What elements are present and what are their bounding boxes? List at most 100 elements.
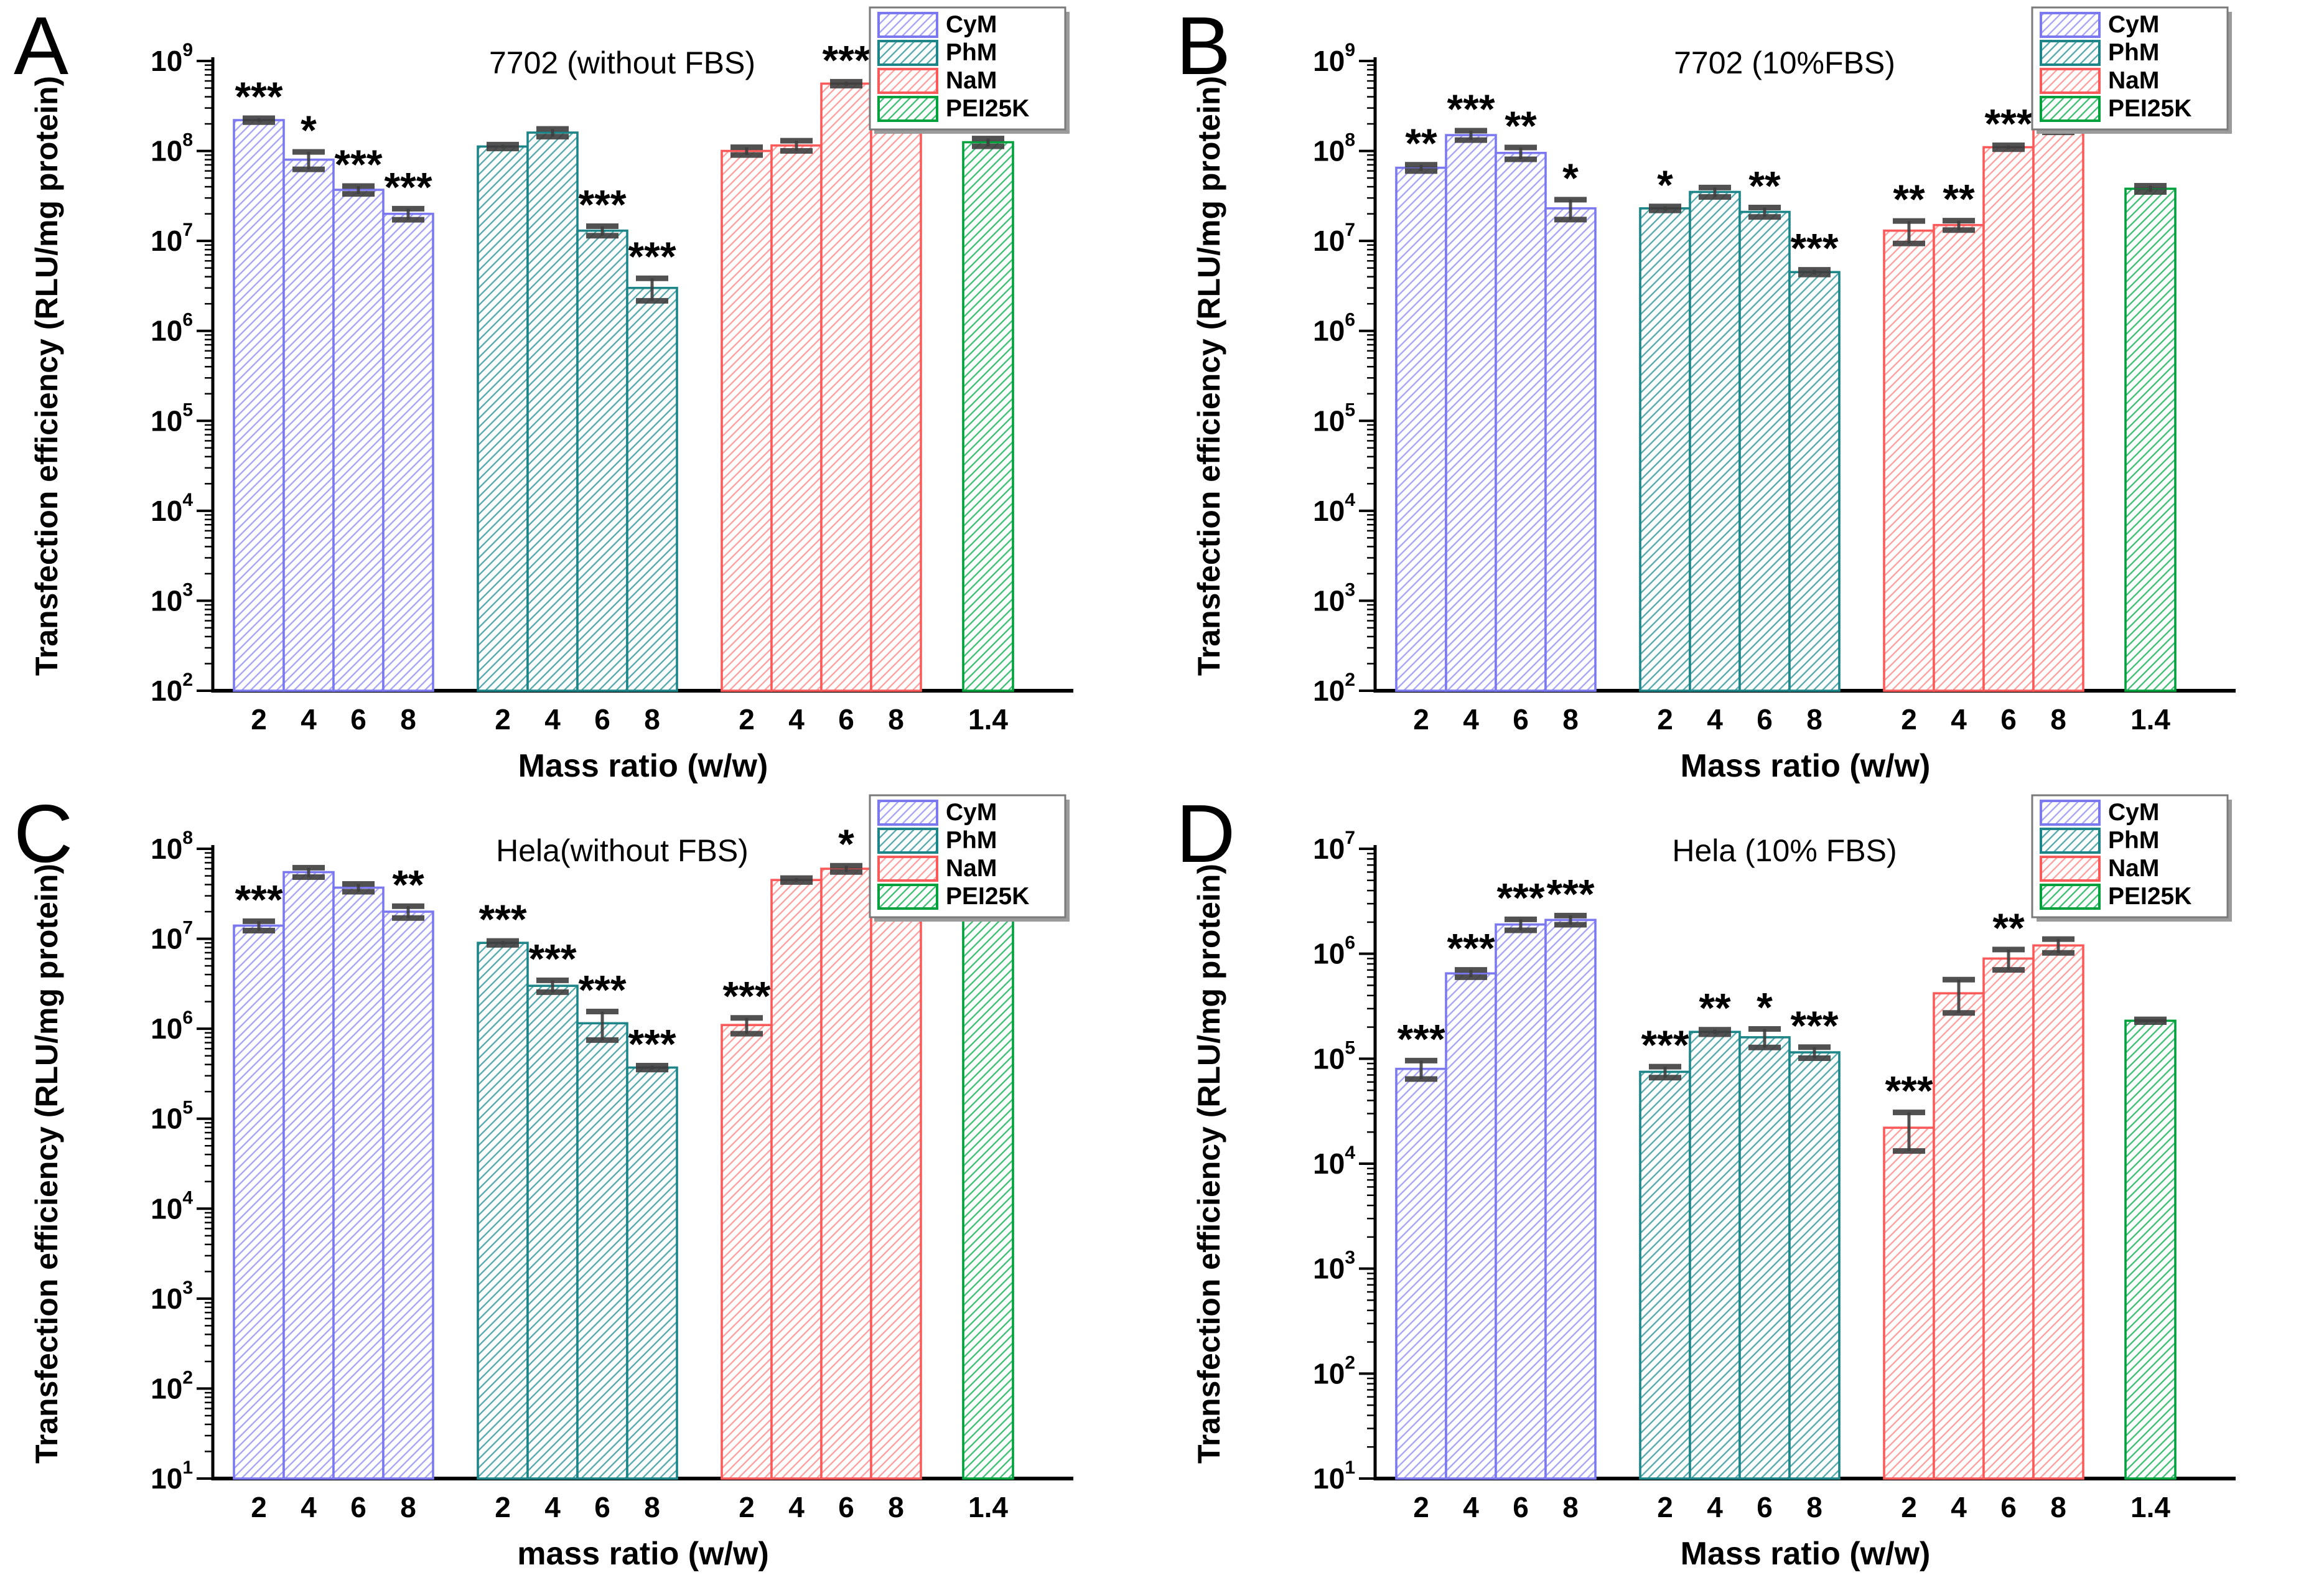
x-tick-label: 4 [544, 1491, 561, 1523]
bar-NaM-4 [772, 145, 821, 691]
significance-stars: *** [334, 141, 382, 187]
bar-NaM-8 [871, 88, 921, 691]
bar-PEI25K-1.4 [2126, 1021, 2175, 1479]
x-tick-label: 2 [1901, 1491, 1917, 1523]
significance-stars: *** [1641, 1022, 1689, 1068]
legend-swatch-CyM [879, 801, 937, 825]
y-tick-label: 104 [1313, 490, 1355, 527]
y-tick-label: 102 [1313, 670, 1355, 707]
x-tick-label: 1.4 [2130, 703, 2170, 736]
bar-PhM-8 [1790, 1052, 1839, 1479]
significance-stars: *** [1447, 925, 1495, 971]
y-tick-label: 101 [151, 1457, 193, 1495]
legend-label-PEI25K: PEI25K [2108, 883, 2191, 910]
legend-label-PEI25K: PEI25K [946, 883, 1029, 910]
bar-PhM-4 [1690, 192, 1740, 691]
significance-stars: ** [1699, 985, 1731, 1031]
significance-stars: * [1562, 155, 1579, 201]
y-tick-label: 106 [1313, 310, 1355, 347]
legend-swatch-border [2040, 96, 2101, 122]
x-tick-label: 2 [1901, 703, 1917, 736]
bar-NaM-6 [1984, 958, 2033, 1479]
x-tick-label: 2 [739, 703, 755, 736]
x-tick-label: 6 [1757, 703, 1773, 736]
significance-stars: ** [1505, 103, 1537, 149]
x-axis-label: Mass ratio (w/w) [518, 748, 768, 784]
legend-swatch-border [877, 68, 938, 94]
x-axis-label: Mass ratio (w/w) [1681, 748, 1931, 784]
legend-label-PEI25K: PEI25K [2108, 95, 2191, 122]
significance-stars: *** [1546, 871, 1594, 917]
legend-swatch-PEI25K [879, 885, 937, 909]
x-tick-label: 8 [644, 703, 660, 736]
y-tick-label: 108 [151, 130, 193, 167]
bar-NaM-8 [871, 866, 921, 1479]
bar-NaM-2 [722, 151, 772, 691]
x-tick-label: 2 [251, 703, 267, 736]
x-tick-label: 4 [1463, 1491, 1479, 1523]
panel-D: D 101 102 103 104 105 106 107 *** 2 *** 4 *** 6 *** 8 *… [1162, 788, 2324, 1575]
x-tick-label: 8 [1562, 1491, 1579, 1523]
y-tick-label: 109 [1313, 40, 1355, 77]
legend-swatch-border [877, 884, 938, 910]
bar-CyM-6 [1496, 152, 1546, 691]
bar-NaM-4 [1934, 225, 1984, 691]
y-tick-label: 104 [1313, 1143, 1355, 1180]
bar-NaM-8 [2033, 129, 2083, 691]
x-tick-label: 8 [400, 703, 416, 736]
significance-stars: ** [1748, 162, 1781, 208]
y-tick-label: 106 [151, 310, 193, 347]
significance-stars: *** [478, 896, 526, 942]
bar-PEI25K-1.4 [2126, 189, 2175, 691]
y-tick-label: 103 [151, 579, 193, 617]
y-tick-label: 107 [151, 918, 193, 955]
legend-swatch-PEI25K [2041, 97, 2099, 121]
x-tick-label: 6 [2000, 703, 2017, 736]
x-tick-label: 8 [888, 703, 904, 736]
legend-label-CyM: CyM [2108, 11, 2159, 38]
x-axis-label: mass ratio (w/w) [517, 1536, 769, 1572]
panel-label-A: A [14, 0, 69, 91]
legend-swatch-CyM [2041, 13, 2099, 37]
legend-label-PhM: PhM [2108, 827, 2159, 854]
significance-stars: *** [722, 973, 770, 1019]
legend-swatch-border [877, 828, 938, 854]
x-tick-label: 8 [644, 1491, 660, 1523]
y-tick-label: 108 [1313, 130, 1355, 167]
y-tick-label: 107 [1313, 828, 1355, 865]
bar-CyM-8 [383, 213, 433, 691]
legend-swatch-NaM [879, 857, 937, 881]
bar-PhM-4 [1690, 1032, 1740, 1479]
significance-stars: ** [1893, 176, 1925, 222]
y-tick-label: 107 [151, 220, 193, 257]
bar-PhM-2 [1640, 1072, 1690, 1479]
x-tick-label: 8 [400, 1491, 416, 1523]
x-tick-label: 1.4 [2130, 1491, 2170, 1523]
x-tick-label: 2 [1413, 703, 1429, 736]
y-tick-label: 105 [151, 400, 193, 437]
legend-swatch-border [2040, 12, 2101, 38]
bar-PEI25K-1.4 [963, 142, 1013, 691]
significance-stars: ** [1943, 176, 1975, 222]
legend-swatch-border [877, 96, 938, 122]
bar-CyM-2 [1396, 167, 1446, 691]
legend-swatch-border [877, 856, 938, 882]
x-tick-label: 2 [495, 1491, 511, 1523]
bar-CyM-8 [1546, 208, 1595, 691]
legend-label-PEI25K: PEI25K [946, 95, 1029, 122]
x-tick-label: 6 [350, 703, 366, 736]
bar-PhM-6 [1740, 212, 1790, 691]
legend-label-NaM: NaM [2108, 67, 2159, 94]
bar-PhM-8 [627, 1067, 677, 1479]
panel-A: A 102 103 104 105 106 107 108 109 *** 2 * 4 *** 6 *** 8… [0, 0, 1162, 787]
legend-label-PhM: PhM [946, 827, 997, 854]
y-tick-label: 107 [1313, 220, 1355, 257]
bar-CyM-8 [1546, 920, 1595, 1479]
significance-stars: *** [1885, 1068, 1933, 1114]
x-tick-label: 6 [838, 1491, 854, 1523]
legend-swatch-PEI25K [2041, 885, 2099, 909]
panel-label-C: C [14, 788, 73, 879]
legend-swatch-border [2040, 884, 2101, 910]
